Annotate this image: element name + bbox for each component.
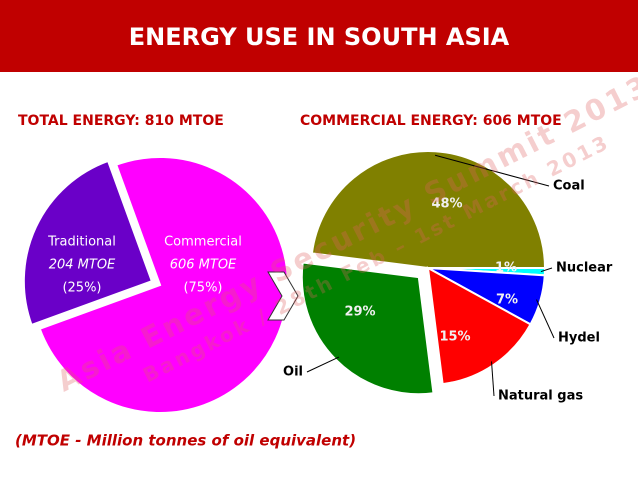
value-label: 15%	[439, 330, 470, 345]
leader-line	[306, 356, 340, 373]
category-label: Nuclear	[556, 261, 613, 276]
category-label: Oil	[283, 365, 303, 380]
value-label: 29%	[344, 305, 375, 320]
slice-sublabel: 204 MTOE	[49, 258, 116, 273]
pie-slice	[38, 156, 289, 414]
value-label: 48%	[431, 197, 462, 212]
category-label: Coal	[553, 179, 585, 194]
slice-sublabel: 606 MTOE	[170, 258, 237, 273]
pie-slice	[426, 266, 532, 386]
pie-slice	[310, 150, 547, 269]
slice-label: Commercial	[164, 235, 242, 250]
pie-title: COMMERCIAL ENERGY: 606 MTOE	[300, 113, 562, 129]
pies: Traditional 204 MTOE (25%) Commercial 606 MT…	[22, 150, 613, 414]
value-label: (25%)	[62, 281, 101, 296]
slice-label: Traditional	[47, 235, 116, 250]
pie-title: TOTAL ENERGY: 810 MTOE	[18, 113, 224, 129]
slide-title: ENERGY USE IN SOUTH ASIA	[129, 23, 510, 51]
leader-line	[540, 267, 553, 273]
footnote: (MTOE - Million tonnes of oil equivalent…	[15, 432, 356, 450]
value-label: 7%	[496, 293, 518, 308]
arrow	[267, 271, 299, 321]
leader-line	[491, 361, 495, 397]
value-label: (75%)	[183, 281, 222, 296]
leader-line	[536, 299, 555, 339]
pie-slice	[22, 159, 154, 327]
category-label: Hydel	[558, 331, 600, 346]
leader-line	[434, 154, 550, 187]
header-band	[0, 0, 638, 72]
category-label: Natural gas	[498, 389, 583, 404]
pie-slice	[300, 261, 435, 396]
